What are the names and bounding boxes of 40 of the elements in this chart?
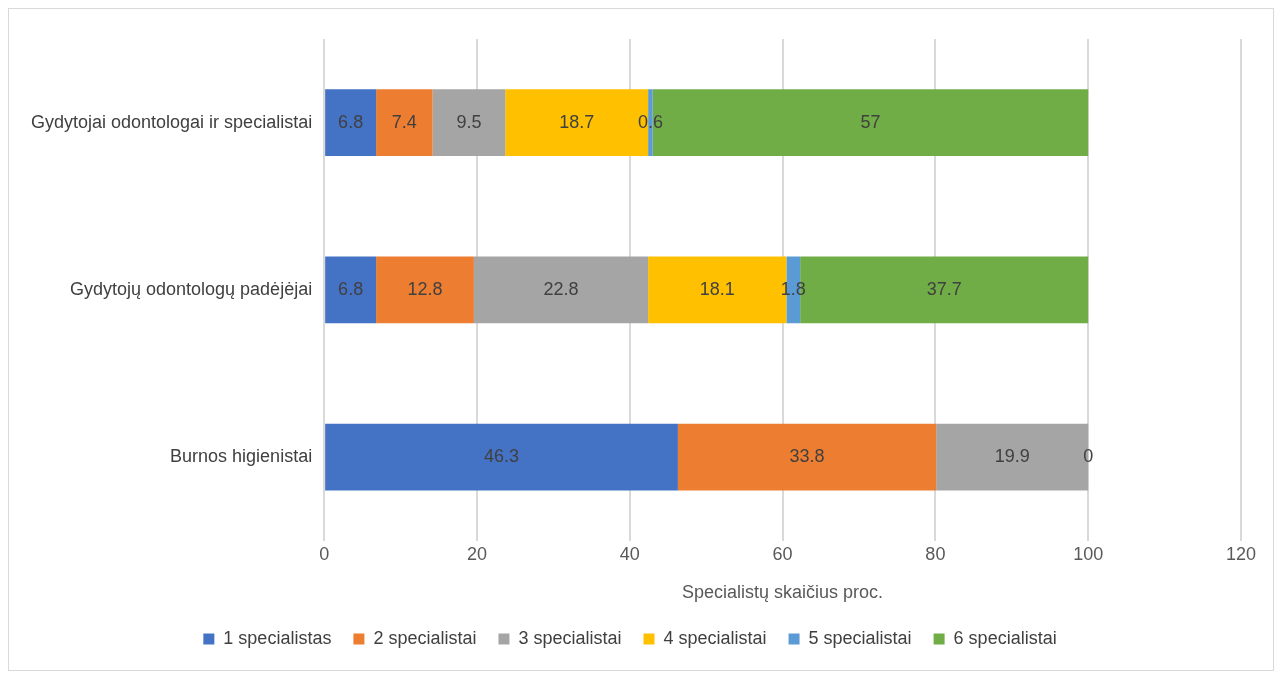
bar bbox=[376, 256, 474, 324]
y-tick-label: Gydytojai odontologai ir specialistai bbox=[31, 111, 313, 132]
x-tick-label: 20 bbox=[466, 543, 487, 564]
data-label: 0.6 bbox=[637, 111, 663, 132]
x-tick-label: 120 bbox=[1225, 543, 1257, 564]
data-label: 6.8 bbox=[338, 111, 364, 132]
legend-label: 3 specialistai bbox=[518, 627, 622, 648]
x-tick-label: 60 bbox=[772, 543, 793, 564]
data-label: 0 bbox=[1083, 446, 1094, 467]
x-axis-title: Specialistų skaičius proc. bbox=[682, 582, 884, 603]
legend-label: 6 specialistai bbox=[953, 627, 1057, 648]
legend-label: 2 specialistai bbox=[373, 627, 477, 648]
legend-label: 5 specialistai bbox=[808, 627, 912, 648]
data-label: 46.3 bbox=[484, 446, 520, 467]
data-label: 6.8 bbox=[338, 278, 364, 299]
data-label: 9.5 bbox=[456, 111, 482, 132]
x-tick-label: 40 bbox=[619, 543, 640, 564]
data-label: 19.9 bbox=[994, 446, 1030, 467]
data-label: 33.8 bbox=[789, 446, 825, 467]
bar bbox=[376, 89, 433, 157]
legend-label: 1 specialistas bbox=[223, 627, 332, 648]
bar bbox=[325, 256, 377, 324]
bar bbox=[325, 89, 377, 157]
data-label: 18.7 bbox=[559, 111, 595, 132]
data-label: 12.8 bbox=[407, 278, 443, 299]
data-label: 18.1 bbox=[699, 278, 735, 299]
legend-label: 4 specialistai bbox=[663, 627, 767, 648]
bar bbox=[677, 423, 937, 491]
y-tick-label: Gydytojų odontologų padėjėjai bbox=[69, 278, 313, 299]
data-label: 7.4 bbox=[391, 111, 417, 132]
data-label: 37.7 bbox=[926, 278, 962, 299]
data-label: 57 bbox=[860, 111, 881, 132]
x-tick-label: 0 bbox=[319, 543, 330, 564]
x-tick-label: 100 bbox=[1073, 543, 1104, 564]
y-tick-label: Burnos higienistai bbox=[170, 446, 313, 467]
bar bbox=[473, 256, 649, 324]
data-label: 22.8 bbox=[543, 278, 579, 299]
x-tick-label: 80 bbox=[925, 543, 946, 564]
bar bbox=[432, 89, 506, 157]
bar bbox=[325, 423, 678, 491]
